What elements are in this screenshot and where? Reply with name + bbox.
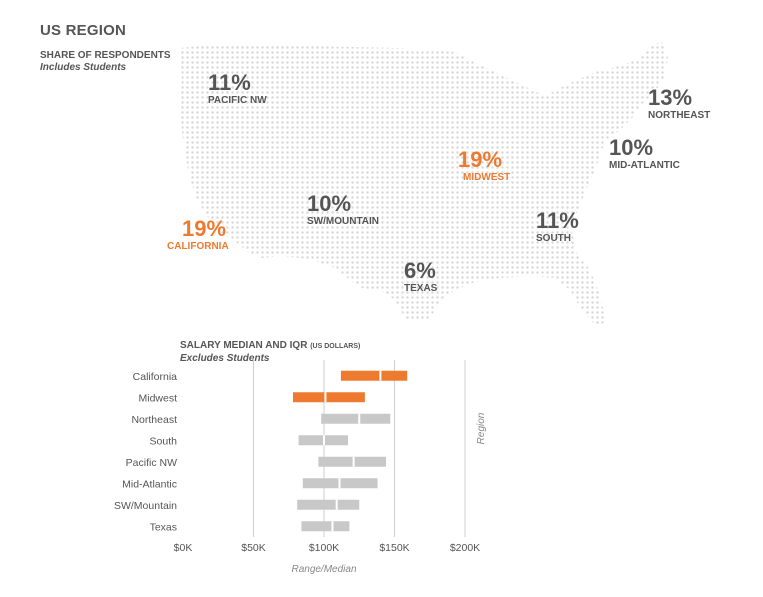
chart-subtitle: Excludes Students bbox=[180, 353, 270, 364]
region-pct: 10% bbox=[307, 191, 352, 216]
us-outline-dots bbox=[180, 42, 668, 326]
iqr-bar bbox=[321, 413, 391, 424]
us-region-map: 11% PACIFIC NW 13% NORTHEAST 19% MIDWEST… bbox=[167, 42, 710, 326]
region-midwest: 19% MIDWEST bbox=[458, 149, 510, 183]
y-category-label: Pacific NW bbox=[126, 457, 177, 469]
chart-title: SALARY MEDIAN AND IQR bbox=[180, 340, 308, 351]
region-northeast: 13% NORTHEAST bbox=[648, 87, 710, 121]
region-pacific-nw: 11% PACIFIC NW bbox=[208, 72, 267, 106]
map-subtitle: SHARE OF RESPONDENTS bbox=[40, 50, 171, 61]
y-category-label: Northeast bbox=[131, 414, 177, 426]
y-category-label: Mid-Atlantic bbox=[122, 478, 177, 490]
map-note: Includes Students bbox=[40, 62, 127, 73]
chart-title-units: (US DOLLARS) bbox=[310, 343, 361, 350]
region-pct: 19% bbox=[458, 147, 503, 172]
iqr-bar bbox=[301, 521, 350, 532]
region-name: SOUTH bbox=[536, 233, 571, 244]
iqr-bar bbox=[292, 392, 365, 403]
region-mid-atlantic: 10% MID-ATLANTIC bbox=[609, 137, 680, 171]
iqr-bar bbox=[297, 499, 360, 510]
region-south: 11% SOUTH bbox=[536, 210, 579, 244]
region-name: MID-ATLANTIC bbox=[609, 160, 680, 171]
y-category-label: California bbox=[133, 371, 178, 383]
x-tick-label: $200K bbox=[450, 542, 480, 554]
region-pct: 11% bbox=[536, 208, 579, 233]
region-pct: 6% bbox=[404, 258, 436, 283]
chart-title-block: SALARY MEDIAN AND IQR (US DOLLARS) Exclu… bbox=[180, 340, 360, 365]
region-pct: 11% bbox=[208, 70, 251, 95]
salary-iqr-chart: $0K $50K $100K $150K $200K California Midwest N… bbox=[114, 360, 487, 575]
region-name: TEXAS bbox=[404, 283, 438, 294]
y-category-label: SW/Mountain bbox=[114, 500, 177, 512]
y-axis-label: Region bbox=[476, 412, 487, 444]
iqr-bar bbox=[340, 370, 408, 381]
x-axis-label: Range/Median bbox=[291, 564, 356, 575]
y-category-label: Midwest bbox=[138, 392, 177, 404]
region-name: NORTHEAST bbox=[648, 110, 711, 121]
region-name: MIDWEST bbox=[463, 172, 511, 183]
y-category-label: Texas bbox=[150, 521, 177, 533]
region-pct: 13% bbox=[648, 85, 693, 110]
region-texas: 6% TEXAS bbox=[404, 260, 437, 294]
region-pct: 19% bbox=[182, 216, 227, 241]
us-dot-map bbox=[180, 42, 668, 326]
region-name: PACIFIC NW bbox=[208, 95, 267, 106]
x-tick-label: $100K bbox=[309, 542, 339, 554]
iqr-bar bbox=[318, 456, 387, 467]
x-tick-label: $50K bbox=[241, 542, 266, 554]
x-tick-label: $0K bbox=[174, 542, 193, 554]
page-title: US REGION bbox=[40, 22, 126, 39]
y-category-label: South bbox=[150, 435, 178, 447]
region-pct: 10% bbox=[609, 135, 654, 160]
region-name: SW/MOUNTAIN bbox=[307, 216, 380, 227]
x-tick-label: $150K bbox=[379, 542, 409, 554]
map-subtitle-block: SHARE OF RESPONDENTS Includes Students bbox=[40, 50, 171, 74]
region-california: 19% CALIFORNIA bbox=[167, 218, 229, 252]
region-sw-mountain: 10% SW/MOUNTAIN bbox=[307, 193, 379, 227]
region-name: CALIFORNIA bbox=[167, 241, 229, 252]
